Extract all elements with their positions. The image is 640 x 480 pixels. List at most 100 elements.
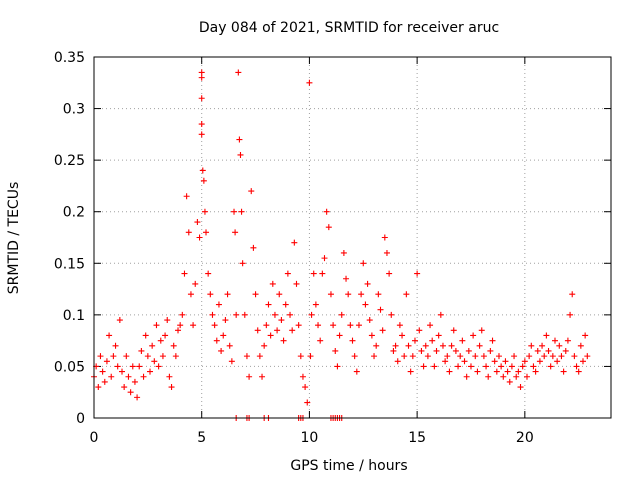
- data-point: [323, 208, 330, 215]
- data-point: [308, 311, 315, 318]
- data-point: [506, 378, 513, 385]
- x-tick-label: 10: [301, 430, 319, 446]
- data-points: [91, 69, 591, 421]
- data-point: [345, 291, 352, 298]
- data-point: [321, 255, 328, 262]
- data-point: [200, 177, 207, 184]
- data-point: [483, 363, 490, 370]
- data-point: [220, 332, 227, 339]
- data-point: [534, 347, 541, 354]
- data-point: [291, 239, 298, 246]
- data-point: [261, 342, 268, 349]
- data-point: [232, 229, 239, 236]
- data-point: [330, 322, 337, 329]
- data-point: [263, 322, 270, 329]
- data-point: [383, 249, 390, 256]
- data-point: [142, 332, 149, 339]
- data-point: [575, 368, 582, 375]
- data-point: [500, 373, 507, 380]
- data-point: [437, 311, 444, 318]
- data-point: [168, 384, 175, 391]
- data-point: [317, 337, 324, 344]
- data-point: [306, 79, 313, 86]
- data-point: [304, 399, 311, 406]
- data-point: [349, 337, 356, 344]
- data-point: [170, 342, 177, 349]
- data-point: [269, 280, 276, 287]
- data-point: [236, 136, 243, 143]
- data-point: [226, 342, 233, 349]
- data-point: [392, 342, 399, 349]
- data-point: [213, 337, 220, 344]
- data-point: [198, 69, 205, 76]
- data-point: [549, 353, 556, 360]
- data-point: [276, 291, 283, 298]
- data-point: [530, 363, 537, 370]
- data-point: [327, 291, 334, 298]
- data-point: [371, 353, 378, 360]
- data-point: [465, 347, 472, 354]
- data-point: [140, 373, 147, 380]
- data-point: [112, 342, 119, 349]
- data-point: [99, 368, 106, 375]
- data-point: [295, 322, 302, 329]
- data-point: [95, 384, 102, 391]
- data-point: [157, 337, 164, 344]
- data-point: [106, 332, 113, 339]
- data-point: [198, 95, 205, 102]
- data-point: [569, 291, 576, 298]
- data-point: [181, 270, 188, 277]
- data-point: [198, 121, 205, 128]
- data-point: [338, 311, 345, 318]
- data-point: [472, 353, 479, 360]
- data-point: [390, 347, 397, 354]
- data-point: [198, 131, 205, 138]
- data-point: [246, 373, 253, 380]
- data-point: [446, 368, 453, 375]
- data-point: [539, 342, 546, 349]
- data-point: [515, 368, 522, 375]
- data-point: [452, 347, 459, 354]
- data-point: [241, 311, 248, 318]
- data-point: [97, 353, 104, 360]
- data-point: [144, 353, 151, 360]
- data-point: [271, 311, 278, 318]
- data-point: [364, 280, 371, 287]
- data-point: [166, 373, 173, 380]
- data-point: [224, 291, 231, 298]
- data-point: [351, 353, 358, 360]
- data-point: [567, 311, 574, 318]
- data-point: [196, 234, 203, 241]
- x-tick-label: 20: [516, 430, 534, 446]
- x-axis-label: GPS time / hours: [290, 458, 407, 474]
- data-point: [121, 384, 128, 391]
- data-point: [455, 363, 462, 370]
- data-point: [228, 358, 235, 365]
- y-tick-label: 0.2: [63, 205, 85, 221]
- x-tick-label: 15: [408, 430, 426, 446]
- data-point: [523, 373, 530, 380]
- data-point: [252, 291, 259, 298]
- data-point: [218, 347, 225, 354]
- data-point: [201, 208, 208, 215]
- data-point: [435, 332, 442, 339]
- data-point: [134, 394, 141, 401]
- data-point: [431, 363, 438, 370]
- data-point: [179, 311, 186, 318]
- data-point: [353, 368, 360, 375]
- plot-frame: [93, 56, 612, 419]
- data-point: [444, 353, 451, 360]
- y-tick-label: 0.05: [54, 359, 85, 375]
- data-point: [573, 363, 580, 370]
- data-point: [319, 270, 326, 277]
- data-point: [114, 363, 121, 370]
- data-point: [185, 229, 192, 236]
- chart-title: Day 084 of 2021, SRMTID for receiver aru…: [199, 20, 499, 36]
- data-point: [243, 353, 250, 360]
- data-point: [265, 301, 272, 308]
- data-point: [396, 322, 403, 329]
- data-point: [582, 332, 589, 339]
- data-point: [424, 353, 431, 360]
- data-point: [250, 244, 257, 251]
- data-point: [478, 327, 485, 334]
